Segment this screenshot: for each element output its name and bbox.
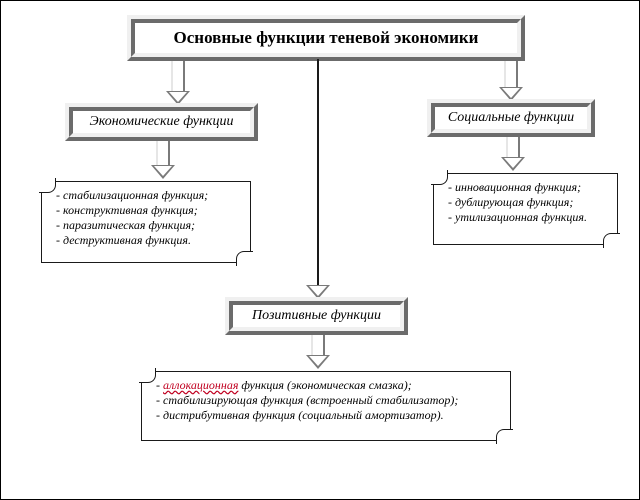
list-item: - утилизационная функция. bbox=[448, 210, 607, 225]
center-list: - аллокационная функция (экономическая с… bbox=[156, 378, 500, 423]
list-item: - конструктивная функция; bbox=[56, 203, 240, 218]
arrow-title-to-left bbox=[166, 61, 190, 107]
right-header-box: Социальные функции bbox=[431, 103, 591, 133]
right-list: - инновационная функция; - дублирующая ф… bbox=[448, 180, 607, 225]
list-item: - деструктивная функция. bbox=[56, 233, 240, 248]
list-item: - стабилизационная функция; bbox=[56, 188, 240, 203]
title-box: Основные функции теневой экономики bbox=[131, 19, 521, 57]
scroll-curl-icon bbox=[603, 233, 620, 248]
arrow-center-h2s bbox=[306, 335, 330, 371]
right-scroll: - инновационная функция; - дублирующая ф… bbox=[433, 173, 618, 245]
center-scroll: - аллокационная функция (экономическая с… bbox=[141, 371, 511, 441]
left-header-text: Экономические функции bbox=[90, 114, 234, 130]
left-scroll: - стабилизационная функция; - конструкти… bbox=[41, 181, 251, 263]
list-item: - дистрибутивная функция (социальный амо… bbox=[156, 408, 500, 423]
right-header-text: Социальные функции bbox=[448, 110, 574, 126]
arrow-title-to-right bbox=[499, 61, 523, 103]
center-header-box: Позитивные функции bbox=[229, 301, 404, 331]
arrow-left-h2s bbox=[151, 141, 175, 181]
scroll-curl-icon bbox=[496, 429, 513, 444]
scroll-curl-icon bbox=[139, 368, 156, 383]
scroll-curl-icon bbox=[39, 178, 56, 193]
arrow-right-h2s bbox=[501, 137, 525, 173]
left-list: - стабилизационная функция; - конструкти… bbox=[56, 188, 240, 248]
scroll-curl-icon bbox=[431, 170, 448, 185]
trunk-line bbox=[317, 59, 319, 287]
list-item: - стабилизирующая функция (встроенный ст… bbox=[156, 393, 500, 408]
center-header-text: Позитивные функции bbox=[252, 308, 381, 324]
title-text: Основные функции теневой экономики bbox=[174, 28, 479, 48]
list-item: - инновационная функция; bbox=[448, 180, 607, 195]
list-item: - аллокационная функция (экономическая с… bbox=[156, 378, 500, 393]
left-header-box: Экономические функции bbox=[69, 107, 254, 137]
list-item: - дублирующая функция; bbox=[448, 195, 607, 210]
list-item: - паразитическая функция; bbox=[56, 218, 240, 233]
scroll-curl-icon bbox=[236, 251, 253, 266]
